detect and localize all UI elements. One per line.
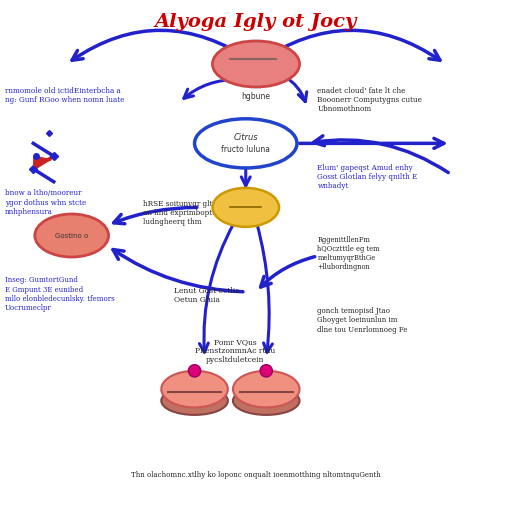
Circle shape bbox=[260, 365, 272, 377]
Text: Gostino o: Gostino o bbox=[55, 232, 88, 239]
Text: hgbune: hgbune bbox=[242, 92, 270, 101]
Ellipse shape bbox=[161, 371, 228, 408]
Text: fructo luluna: fructo luluna bbox=[221, 145, 270, 154]
Text: bnow a ltho/mooreur
ygor dothus whn stcte
nnhphensura: bnow a ltho/mooreur ygor dothus whn stct… bbox=[5, 189, 87, 216]
Ellipse shape bbox=[35, 214, 109, 257]
Text: rnmomole old ictidEinterbcha a
ng: Gunf RGoo when nomn luate: rnmomole old ictidEinterbcha a ng: Gunf … bbox=[5, 87, 124, 104]
Text: enadet cloud' fate lt che
Booonerr Computygns cutue
Ubnomothnom: enadet cloud' fate lt che Booonerr Compu… bbox=[317, 87, 422, 114]
Ellipse shape bbox=[233, 371, 300, 408]
Text: Lenut Gost ectlia
Oetun Gluia: Lenut Gost ectlia Oetun Gluia bbox=[174, 287, 240, 304]
Ellipse shape bbox=[195, 119, 297, 168]
Text: Citrus: Citrus bbox=[233, 133, 258, 142]
Text: Inseg: GumtortGund
E Gmpunt 3E eunibed
mllo elonbledecunlsky. tfemors
Uocrumeclp: Inseg: GumtortGund E Gmpunt 3E eunibed m… bbox=[5, 276, 115, 312]
Text: Thn olachomnc.xtlhy ko loponc onqualt ioenmotthing nltomtnquGenth: Thn olachomnc.xtlhy ko loponc onqualt io… bbox=[131, 471, 381, 479]
Text: Pomr VQus
PhenstzonmnAc rtdu
pycsltduletcein: Pomr VQus PhenstzonmnAc rtdu pycsltdulet… bbox=[196, 338, 275, 365]
Ellipse shape bbox=[212, 188, 279, 227]
Text: RggenittllenFm
hQOcztttle eg tem
meltumyqrBthGe
+llubordingnon: RggenittllenFm hQOcztttle eg tem meltumy… bbox=[317, 236, 380, 271]
Circle shape bbox=[188, 365, 201, 377]
Text: Alyoga Igly ot Jocy: Alyoga Igly ot Jocy bbox=[155, 13, 357, 31]
Text: Elum' gapeqst Amud enhy
Gosst Glotlan felyy qnilth E
wnbadyt: Elum' gapeqst Amud enhy Gosst Glotlan fe… bbox=[317, 164, 418, 190]
Ellipse shape bbox=[161, 387, 228, 415]
Ellipse shape bbox=[233, 387, 300, 415]
Text: hRSE soitunygr gltnopon
an hnd exprimboptun tet
ludngheerq thm: hRSE soitunygr gltnopon an hnd exprimbop… bbox=[143, 200, 236, 226]
Polygon shape bbox=[34, 156, 51, 166]
Text: gonch temopisd Jtao
Ghoyget loeinunlun im
dlne tou Uenrlomnoeg Fe: gonch temopisd Jtao Ghoyget loeinunlun i… bbox=[317, 307, 408, 334]
Ellipse shape bbox=[212, 41, 300, 87]
